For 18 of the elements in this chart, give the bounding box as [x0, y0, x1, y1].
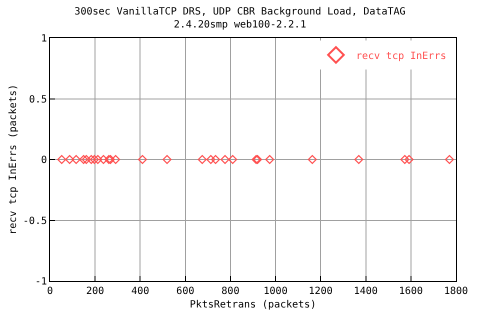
y-axis-title: recv tcp InErrs (packets)	[8, 84, 19, 235]
x-axis-title: PktsRetrans (packets)	[190, 300, 316, 310]
x-tick-label: 400	[131, 286, 150, 297]
x-tick-label: 1800	[444, 286, 468, 297]
x-tick-label: 1400	[354, 286, 378, 297]
y-tick-label: 0.5	[28, 94, 47, 106]
y-tick-label: 1	[40, 34, 47, 44]
y-tick-label: -1	[34, 276, 47, 288]
x-tick-label: 200	[86, 286, 104, 297]
x-tick-label: 600	[176, 286, 194, 297]
chart-title: 300sec VanillaTCP DRS, UDP CBR Background Load, DataTAG 2.4.20smp web100-2.2.1	[74, 6, 406, 30]
legend-label: recv tcp InErrs	[356, 50, 446, 62]
y-tick-label: 0	[40, 155, 47, 166]
x-tick-label: 1000	[264, 286, 288, 297]
x-tick-label: 800	[221, 286, 240, 297]
y-tick-label: -0.5	[22, 216, 47, 227]
x-tick-label: 1200	[308, 286, 333, 297]
x-tick-label: 1600	[398, 286, 423, 297]
